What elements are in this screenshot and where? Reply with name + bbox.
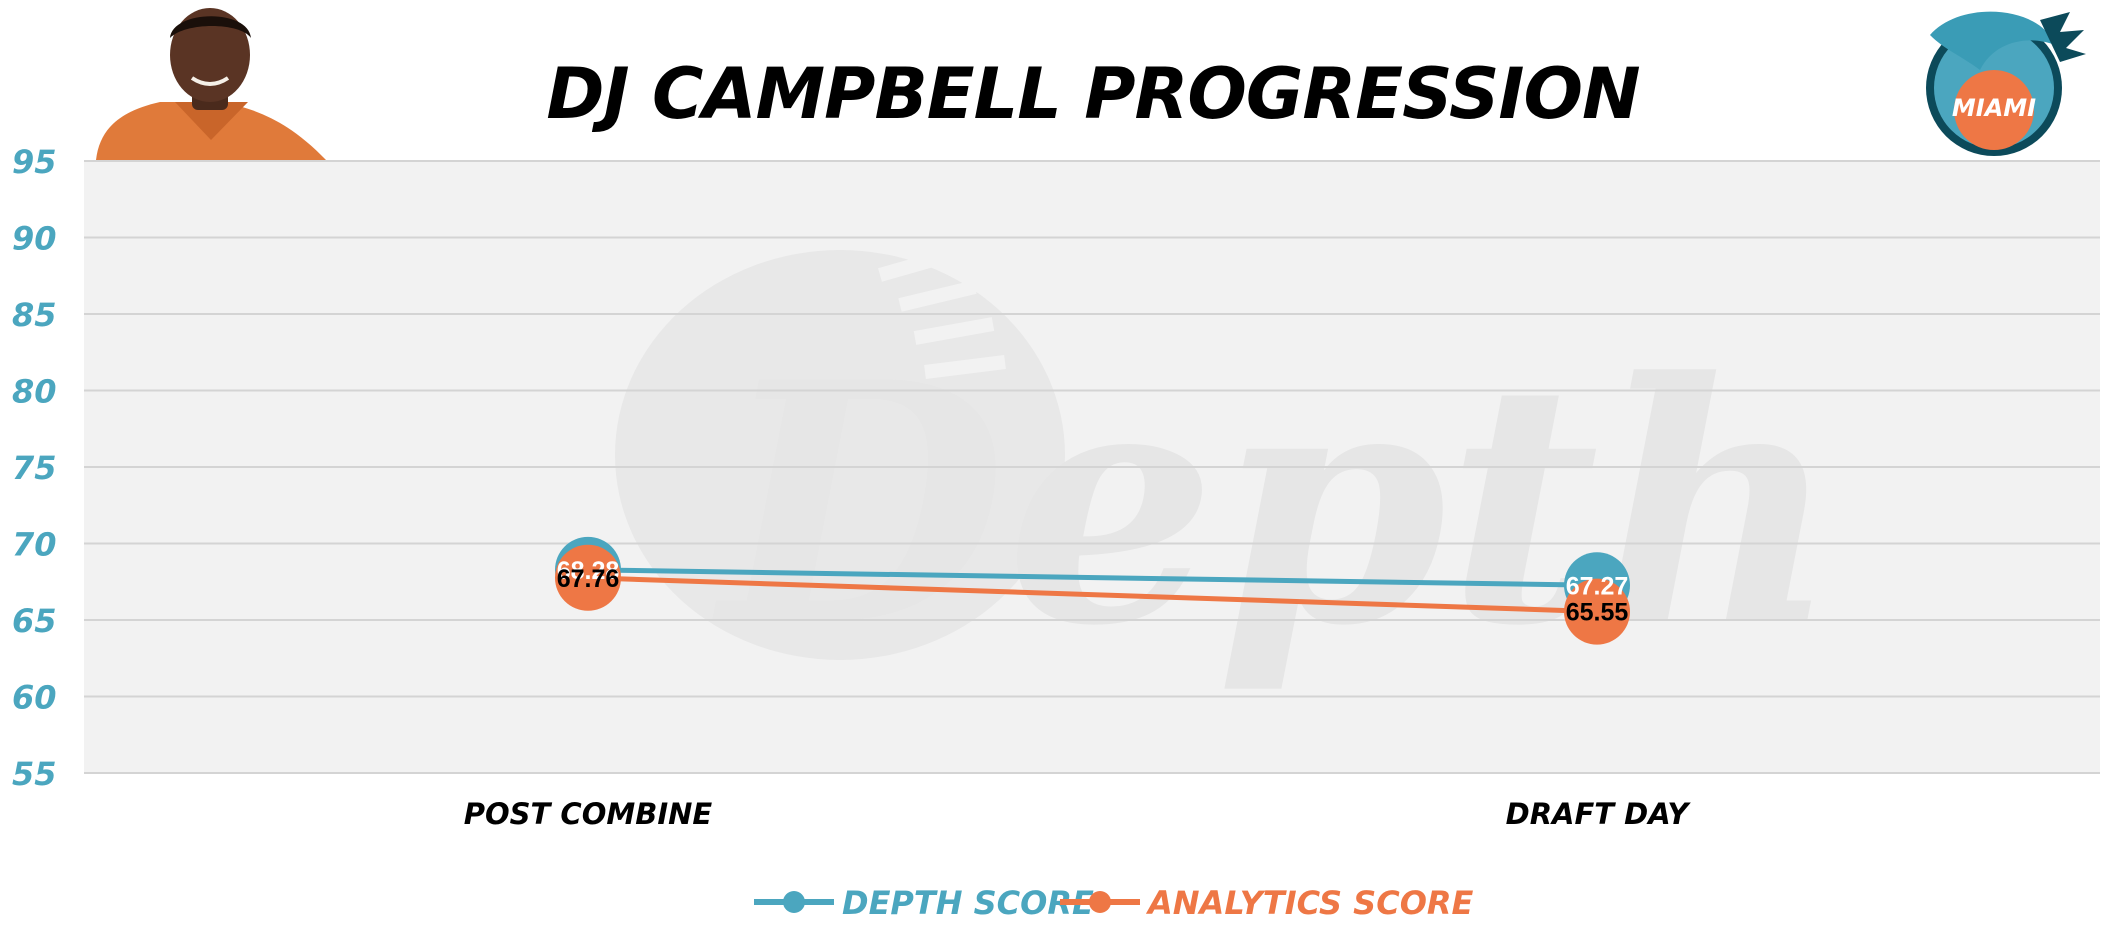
y-tick-label: 70 <box>12 526 57 564</box>
y-tick-label: 80 <box>12 373 57 411</box>
data-point <box>555 544 621 611</box>
team-logo: MIAMI <box>1926 11 2086 156</box>
x-tick-label: POST COMBINE <box>464 797 713 831</box>
x-axis: POST COMBINE DRAFT DAY <box>464 797 1692 831</box>
data-label: 65.55 <box>1566 599 1629 627</box>
data-label: 67.27 <box>1566 572 1629 600</box>
player-photo <box>96 8 326 160</box>
chart-title: DJ CAMPBELL PROGRESSION <box>546 53 1640 135</box>
y-tick-label: 55 <box>12 755 57 793</box>
watermark-text: Depth <box>710 310 1840 698</box>
watermark: Depth <box>615 248 1840 698</box>
data-label: 67.76 <box>557 565 620 593</box>
y-tick-label: 95 <box>12 143 57 181</box>
series-line-1 <box>587 575 1598 615</box>
x-tick-label: DRAFT DAY <box>1506 797 1692 831</box>
y-tick-label: 65 <box>12 602 57 640</box>
y-axis: 55 60 65 70 75 80 85 90 95 <box>12 143 57 793</box>
data-label: 68.28 <box>557 557 620 585</box>
legend-label: ANALYTICS SCORE <box>1145 884 1474 922</box>
legend-marker <box>1089 891 1111 913</box>
y-tick-label: 60 <box>12 679 57 717</box>
team-logo-text: MIAMI <box>1952 94 2036 122</box>
series-line-0 <box>587 567 1598 588</box>
legend: DEPTH SCORE ANALYTICS SCORE <box>754 884 1474 922</box>
y-tick-label: 75 <box>12 449 57 487</box>
y-tick-label: 85 <box>12 296 57 334</box>
data-point <box>1564 578 1630 645</box>
legend-marker <box>783 891 805 913</box>
gridlines <box>84 160 2100 774</box>
y-tick-label: 90 <box>12 220 57 258</box>
legend-label: DEPTH SCORE <box>842 884 1094 922</box>
series-layer: 68.28 67.27 67.76 65.55 <box>555 536 1630 645</box>
